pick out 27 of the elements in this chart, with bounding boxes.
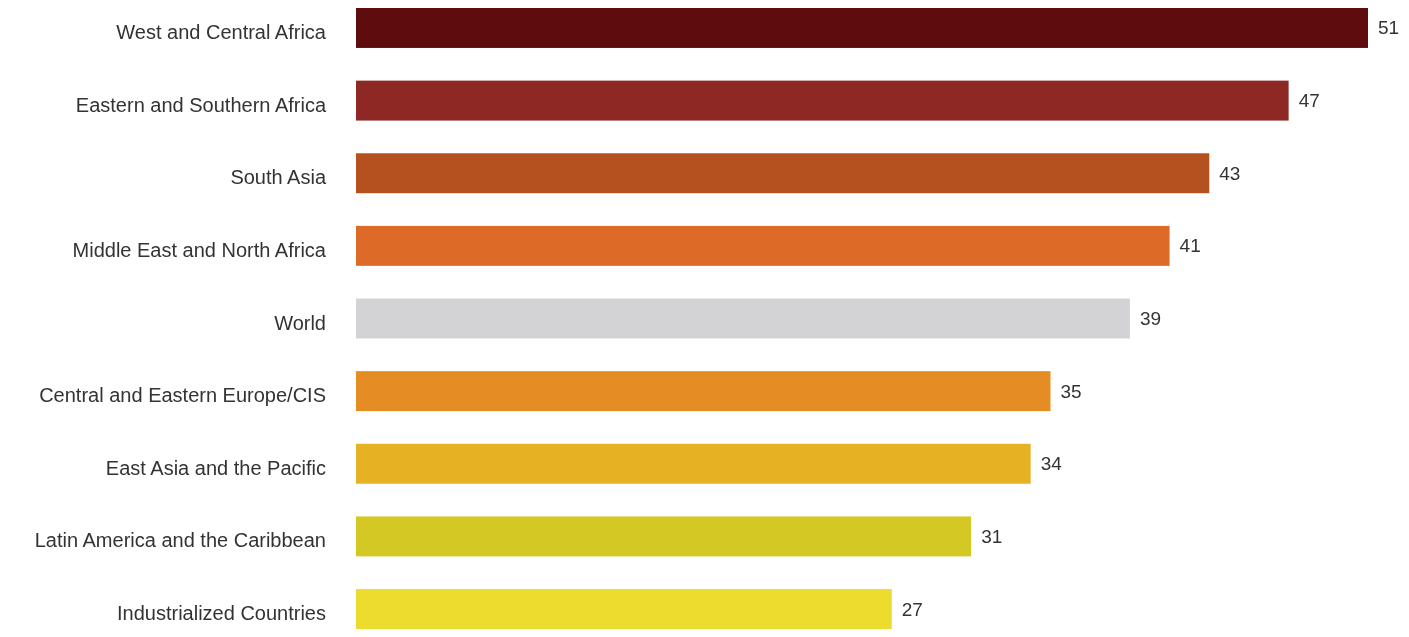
- data-label: 51: [1378, 17, 1400, 39]
- data-label: 41: [1179, 235, 1201, 257]
- bar: [356, 298, 1130, 339]
- bar: [356, 371, 1051, 412]
- data-label: 34: [1040, 453, 1063, 475]
- y-tick-label: South Asia: [230, 166, 327, 189]
- data-label: 39: [1139, 308, 1162, 329]
- bar: [356, 443, 1031, 484]
- bar: [356, 589, 892, 629]
- bar: [356, 225, 1170, 266]
- y-tick-label: Central and Eastern Europe/CIS: [39, 384, 326, 407]
- bar: [356, 153, 1210, 194]
- y-tick-label: Latin America and the Caribbean: [34, 529, 326, 552]
- y-tick-label: Industrialized Countries: [117, 602, 326, 625]
- bar: [356, 516, 972, 557]
- data-label: 43: [1219, 162, 1241, 184]
- data-label: 27: [901, 598, 923, 620]
- y-tick-label: West and Central Africa: [116, 20, 327, 43]
- y-tick-label: Eastern and Southern Africa: [75, 93, 327, 116]
- bar: [356, 8, 1368, 48]
- y-tick-label: World: [274, 311, 326, 334]
- y-tick-label: Middle East and North Africa: [72, 238, 327, 261]
- data-label: 47: [1298, 90, 1320, 112]
- bar: [356, 80, 1289, 121]
- y-tick-label: East Asia and the Pacific: [105, 456, 326, 479]
- data-label: 35: [1060, 380, 1082, 402]
- data-label: 31: [981, 525, 1003, 547]
